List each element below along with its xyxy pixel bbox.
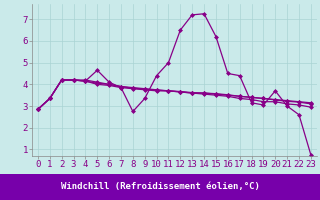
Text: Windchill (Refroidissement éolien,°C): Windchill (Refroidissement éolien,°C)	[60, 182, 260, 192]
